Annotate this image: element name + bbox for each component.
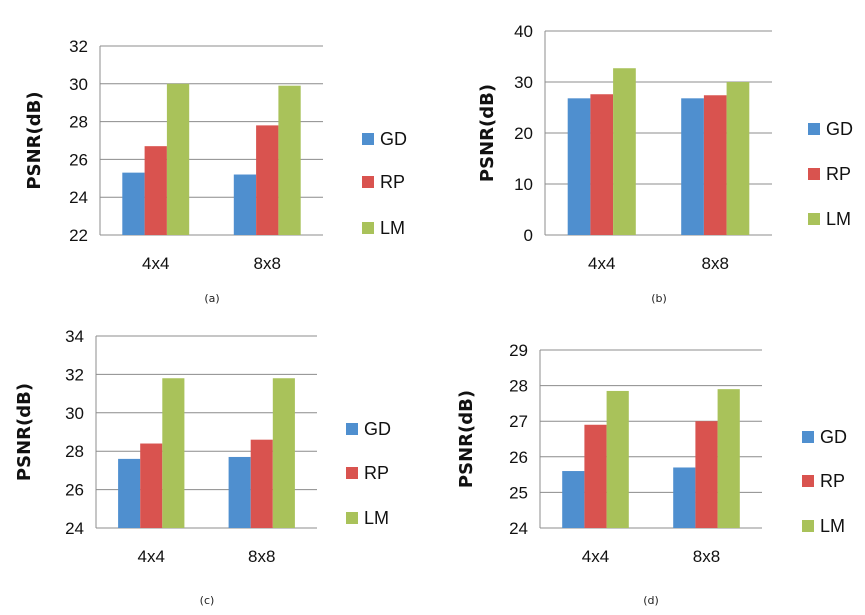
bar-d-rp-4x4	[584, 424, 607, 528]
x-tick-label-c-1: 8x8	[248, 547, 275, 566]
panel-caption-d: (d)	[643, 594, 659, 607]
legend-label-c-gd: GD	[364, 419, 391, 439]
bar-a-lm-4x4	[166, 83, 190, 235]
y-tick-label-a-1: 24	[69, 188, 88, 207]
y-tick-label-c-1: 26	[65, 481, 84, 500]
legend-swatch-b-rp	[808, 168, 820, 180]
chart-panel-b: 0 10 20 30 40 4x4 8x8 PSNR(dB) GD RP LM (b)	[477, 22, 853, 305]
y-tick-label-a-4: 30	[69, 75, 88, 94]
legend-label-d-gd: GD	[820, 427, 847, 447]
legend-swatch-a-lm	[362, 222, 374, 234]
bar-c-gd-8x8	[228, 456, 251, 528]
legend-swatch-a-gd	[362, 133, 374, 145]
y-tick-label-b-3: 30	[514, 73, 533, 92]
bar-a-lm-8x8	[278, 85, 301, 235]
legend-label-a-rp: RP	[380, 172, 405, 192]
bar-a-gd-4x4	[122, 172, 145, 235]
y-tick-label-c-0: 24	[65, 519, 84, 538]
legend-swatch-a-rp	[362, 176, 374, 188]
bar-c-gd-4x4	[118, 458, 141, 528]
bar-d-lm-4x4	[606, 390, 629, 528]
bar-c-lm-8x8	[272, 378, 295, 528]
legend-swatch-c-rp	[346, 467, 358, 479]
y-tick-label-b-0: 0	[524, 226, 533, 245]
bar-c-rp-8x8	[250, 439, 273, 528]
bar-d-lm-8x8	[717, 389, 740, 528]
bar-d-gd-4x4	[562, 471, 585, 528]
y-axis-label-a: PSNR(dB)	[24, 91, 45, 189]
y-tick-label-a-3: 28	[69, 113, 88, 132]
y-tick-label-d-0: 24	[509, 519, 528, 538]
bar-c-rp-4x4	[140, 443, 163, 528]
y-tick-label-d-3: 27	[509, 412, 528, 431]
legend-swatch-b-gd	[808, 123, 820, 135]
y-tick-label-b-1: 10	[514, 175, 533, 194]
y-tick-label-d-4: 28	[509, 377, 528, 396]
panel-caption-a: (a)	[204, 292, 219, 305]
legend-label-b-lm: LM	[826, 209, 851, 229]
legend-swatch-d-rp	[802, 475, 814, 487]
bar-d-gd-8x8	[673, 467, 696, 528]
y-tick-label-a-0: 22	[69, 226, 88, 245]
bar-a-gd-8x8	[233, 174, 257, 235]
x-tick-label-b-0: 4x4	[588, 254, 615, 273]
y-axis-label-b: PSNR(dB)	[477, 84, 498, 182]
legend-label-b-gd: GD	[826, 119, 853, 139]
legend-swatch-b-lm	[808, 213, 820, 225]
y-axis-label-d: PSNR(dB)	[456, 390, 477, 488]
y-axis-label-c: PSNR(dB)	[14, 383, 35, 481]
legend-swatch-c-lm	[346, 512, 358, 524]
chart-panel-c: 24 26 28 30 32 34 4x4 8x8 PSNR(dB) GD RP LM (c)	[14, 327, 391, 607]
x-tick-label-a-0: 4x4	[142, 254, 169, 273]
legend-swatch-d-gd	[802, 431, 814, 443]
y-tick-label-c-4: 32	[65, 365, 84, 384]
bar-b-rp-4x4	[590, 94, 614, 236]
y-tick-label-c-3: 30	[65, 404, 84, 423]
chart-panel-d: 24 25 26 27 28 29 4x4 8x8 PSNR(dB) GD RP LM (d)	[456, 341, 847, 607]
legend-label-c-rp: RP	[364, 463, 389, 483]
panel-caption-c: (c)	[200, 594, 215, 607]
bar-b-gd-8x8	[681, 98, 704, 235]
panel-caption-b: (b)	[651, 292, 667, 305]
x-tick-label-c-0: 4x4	[138, 547, 165, 566]
y-tick-label-d-1: 25	[509, 483, 528, 502]
legend-swatch-c-gd	[346, 423, 358, 435]
legend-label-a-gd: GD	[380, 129, 407, 149]
y-tick-label-a-5: 32	[69, 37, 88, 56]
bar-a-rp-8x8	[256, 125, 279, 235]
x-tick-label-d-0: 4x4	[582, 547, 609, 566]
legend-label-a-lm: LM	[380, 218, 405, 238]
bar-b-gd-4x4	[567, 98, 591, 235]
chart-panel-a: 22 24 26 28 30 32 4x4 8x8 PSNR(dB) GD RP LM (a)	[24, 37, 407, 305]
legend-label-d-rp: RP	[820, 471, 845, 491]
x-tick-label-b-1: 8x8	[702, 254, 729, 273]
y-tick-label-d-2: 26	[509, 448, 528, 467]
x-tick-label-a-1: 8x8	[254, 254, 281, 273]
bar-b-lm-4x4	[613, 68, 636, 235]
legend-label-c-lm: LM	[364, 508, 389, 528]
legend-label-b-rp: RP	[826, 164, 851, 184]
bar-b-lm-8x8	[726, 82, 750, 235]
bar-a-rp-4x4	[144, 146, 167, 235]
bar-b-rp-8x8	[703, 95, 727, 235]
y-tick-label-a-2: 26	[69, 150, 88, 169]
x-tick-label-d-1: 8x8	[693, 547, 720, 566]
y-tick-label-c-5: 34	[65, 327, 84, 346]
y-tick-label-d-5: 29	[509, 341, 528, 360]
y-tick-label-b-2: 20	[514, 124, 533, 143]
y-tick-label-b-4: 40	[514, 22, 533, 41]
bar-c-lm-4x4	[162, 378, 185, 528]
legend-label-d-lm: LM	[820, 516, 845, 536]
bar-d-rp-8x8	[695, 421, 718, 528]
y-tick-label-c-2: 28	[65, 442, 84, 461]
legend-swatch-d-lm	[802, 520, 814, 532]
